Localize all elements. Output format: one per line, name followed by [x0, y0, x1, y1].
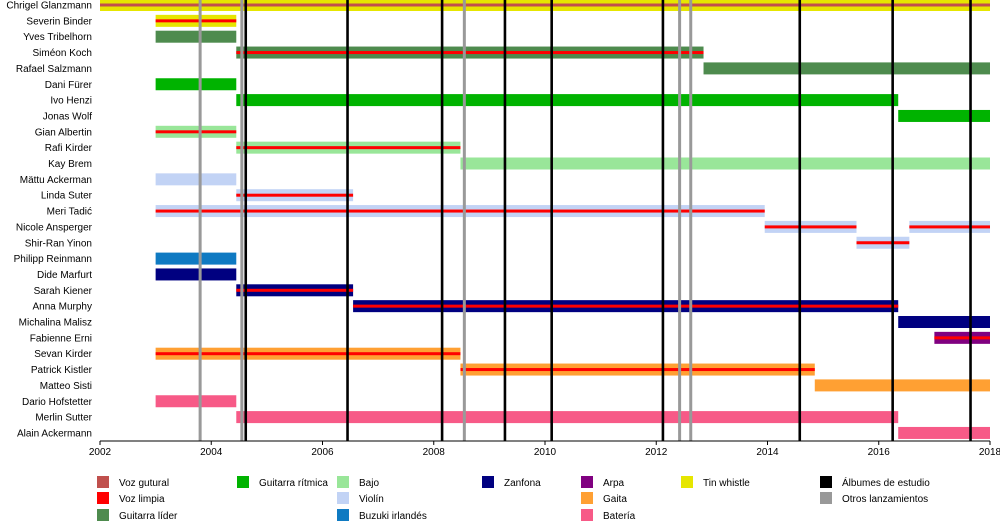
member-name: Michalina Malisz: [19, 318, 92, 329]
legend-swatch: [337, 509, 349, 521]
x-tick-label: 2010: [534, 447, 557, 458]
member-bar: [703, 62, 990, 75]
member-bar: [155, 173, 237, 186]
member-name: Matteo Sisti: [40, 381, 92, 392]
x-tick-label: 2006: [311, 447, 334, 458]
member-name: Dide Marfurt: [37, 270, 92, 281]
legend-swatch: [337, 492, 349, 504]
member-name: Meri Tadić: [47, 207, 92, 218]
member-bar: [155, 268, 237, 281]
x-axis: 2002 2004 2006 2008 2010 2012 2014 2016 2018: [89, 440, 1000, 458]
legend-swatch: [820, 476, 832, 488]
member-name: Sarah Kiener: [34, 286, 93, 297]
legend-swatch: [97, 492, 109, 504]
member-name: Dani Fürer: [45, 80, 93, 91]
member-bar-stripe: [236, 193, 354, 197]
legend-label: Zanfona: [504, 478, 541, 489]
member-name: Fabienne Erni: [30, 333, 92, 344]
x-tick-label: 2008: [423, 447, 446, 458]
member-bar: [236, 94, 899, 107]
legend-swatch: [97, 476, 109, 488]
member-name: Rafi Kirder: [45, 143, 93, 154]
member-bar: [155, 395, 237, 408]
legend-label: Otros lanzamientos: [842, 494, 928, 505]
member-bar-stripe: [764, 225, 857, 229]
legend-label: Guitarra líder: [119, 511, 178, 522]
legend-label: Tin whistle: [703, 478, 750, 489]
legend-label: Voz limpia: [119, 494, 165, 505]
member-name: Siméon Koch: [33, 48, 92, 59]
member-name: Chrigel Glanzmann: [6, 1, 92, 12]
legend: Voz gutural Guitarra rítmica Bajo Zanfona Ar…: [97, 476, 930, 522]
member-name: Patrick Kistler: [31, 365, 93, 376]
member-name: Nicole Ansperger: [16, 222, 93, 233]
member-name: Alain Ackermann: [17, 428, 92, 439]
member-bar-stripe: [155, 209, 765, 213]
member-name: Rafael Salzmann: [16, 64, 92, 75]
x-tick-label: 2016: [868, 447, 891, 458]
member-name: Yves Tribelhorn: [23, 32, 92, 43]
member-bar-stripe: [460, 368, 815, 372]
member-name: Philipp Reinmann: [14, 254, 92, 265]
legend-swatch: [681, 476, 693, 488]
member-name: Merlin Sutter: [35, 413, 92, 424]
legend-swatch: [581, 476, 593, 488]
x-tick-label: 2014: [756, 447, 779, 458]
member-bar: [155, 252, 237, 265]
member-bar: [898, 316, 990, 328]
member-name: Shir-Ran Yinon: [25, 238, 92, 249]
legend-swatch: [820, 492, 832, 504]
member-bar-stripe: [909, 225, 990, 229]
release-lines: [198, 0, 972, 441]
member-bar-stripe: [236, 51, 704, 55]
legend-label: Voz gutural: [119, 478, 169, 489]
member-name: Mättu Ackerman: [20, 175, 92, 186]
member-bar-stripe: [934, 336, 990, 340]
x-tick-label: 2018: [979, 447, 1000, 458]
member-bar: [898, 109, 990, 122]
member-bar-stripe: [856, 241, 910, 245]
member-name: Ivo Henzi: [50, 96, 92, 107]
member-name: Linda Suter: [41, 191, 93, 202]
member-name: Dario Hofstetter: [22, 397, 93, 408]
member-names: Chrigel Glanzmann Severin Binder Yves Trib…: [6, 1, 92, 440]
member-bar: [814, 379, 990, 392]
legend-swatch: [482, 476, 494, 488]
x-tick-label: 2012: [645, 447, 668, 458]
x-tick-label: 2004: [200, 447, 223, 458]
legend-label: Álbumes de estudio: [842, 476, 930, 489]
legend-label: Batería: [603, 511, 636, 522]
legend-swatch: [337, 476, 349, 488]
legend-swatch: [237, 476, 249, 488]
legend-label: Violín: [359, 494, 384, 505]
legend-label: Arpa: [603, 478, 625, 489]
member-bars: [100, 0, 990, 439]
member-bar-stripe: [155, 130, 237, 134]
legend-swatch: [581, 492, 593, 504]
member-bar-stripe: [236, 288, 354, 292]
member-bar-stripe: [155, 352, 461, 356]
legend-label: Buzuki irlandés: [359, 511, 427, 522]
legend-swatch: [97, 509, 109, 521]
legend-swatch: [581, 509, 593, 521]
member-bar: [155, 78, 237, 91]
member-bar-stripe: [155, 19, 237, 23]
member-name: Anna Murphy: [33, 302, 92, 313]
legend-label: Guitarra rítmica: [259, 478, 328, 489]
legend-label: Bajo: [359, 478, 379, 489]
member-bar: [898, 426, 990, 439]
member-bar: [460, 157, 990, 170]
member-name: Sevan Kirder: [34, 349, 92, 360]
legend-label: Gaita: [603, 494, 627, 505]
member-bar: [155, 30, 237, 43]
member-bar-stripe: [100, 3, 990, 7]
member-name: Kay Brem: [48, 159, 92, 170]
member-name: Severin Binder: [26, 16, 92, 27]
member-name: Gian Albertin: [35, 127, 92, 138]
x-tick-label: 2002: [89, 447, 112, 458]
member-name: Jonas Wolf: [43, 111, 93, 122]
member-bar: [236, 411, 899, 424]
member-bar-stripe: [353, 304, 899, 308]
